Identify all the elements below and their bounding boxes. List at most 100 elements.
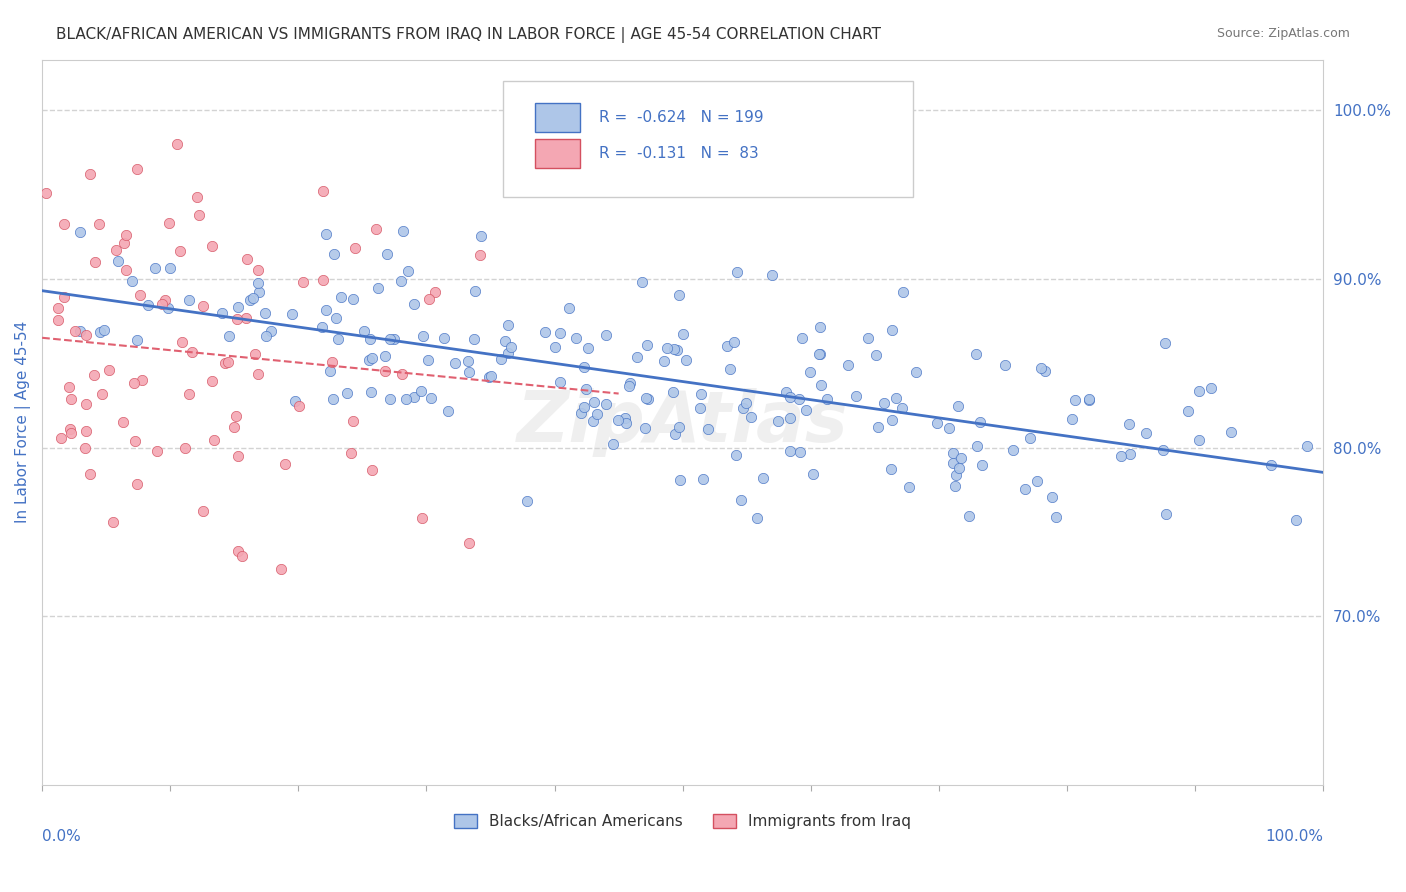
Point [463, 332, 485, 346]
Point [112, 236, 135, 251]
Point [360, 384, 382, 399]
FancyBboxPatch shape [536, 103, 581, 132]
Point [789, 445, 811, 459]
Point [1062, 412, 1084, 426]
Point [1260, 458, 1282, 472]
Point [478, 369, 501, 384]
Point [419, 392, 441, 406]
Point [423, 285, 446, 299]
Point [614, 416, 637, 430]
Point [557, 301, 579, 316]
Point [619, 378, 641, 392]
Point [411, 510, 433, 524]
Point [69, 225, 91, 239]
Point [35, 186, 58, 200]
Point [360, 351, 382, 365]
Point [83, 368, 105, 383]
Point [779, 411, 801, 425]
Point [957, 509, 980, 524]
Point [613, 411, 636, 425]
Point [270, 562, 292, 576]
Point [458, 536, 481, 550]
Point [359, 353, 381, 368]
Point [470, 229, 492, 244]
Point [312, 184, 335, 198]
Point [1064, 392, 1087, 407]
Point [342, 292, 364, 306]
Point [247, 276, 270, 290]
Point [186, 190, 208, 204]
Point [156, 301, 179, 315]
Point [254, 328, 277, 343]
Point [382, 332, 405, 346]
Point [380, 392, 402, 406]
Point [575, 383, 598, 397]
Point [174, 441, 197, 455]
Point [637, 392, 659, 407]
Point [464, 284, 486, 298]
Point [75, 424, 97, 438]
Point [1220, 425, 1243, 439]
Point [740, 409, 762, 424]
Point [225, 409, 247, 423]
Point [111, 415, 134, 429]
Point [602, 437, 624, 451]
Point [1188, 434, 1211, 448]
Point [391, 224, 413, 238]
Point [418, 292, 440, 306]
Point [364, 222, 387, 236]
Point [253, 306, 276, 320]
Point [129, 288, 152, 302]
Point [595, 397, 617, 411]
Point [897, 480, 920, 494]
Point [245, 347, 267, 361]
Point [1135, 425, 1157, 440]
Point [89, 217, 111, 231]
Point [735, 396, 758, 410]
Point [231, 549, 253, 563]
Point [457, 354, 479, 368]
Point [796, 403, 818, 417]
Point [79, 467, 101, 481]
Point [89, 325, 111, 339]
Point [880, 412, 903, 426]
Point [544, 340, 567, 354]
Point [927, 416, 949, 430]
Point [496, 318, 519, 332]
Text: R =  -0.624   N = 199: R = -0.624 N = 199 [599, 110, 763, 125]
Text: R =  -0.131   N =  83: R = -0.131 N = 83 [599, 146, 759, 161]
Point [1019, 431, 1042, 445]
Point [1152, 442, 1174, 457]
Point [418, 353, 440, 368]
Point [107, 254, 129, 268]
Point [675, 353, 697, 368]
Point [444, 356, 467, 370]
Point [225, 311, 247, 326]
Point [179, 387, 201, 401]
Point [1014, 482, 1036, 496]
Point [315, 302, 337, 317]
Point [292, 275, 315, 289]
Point [247, 367, 270, 381]
Point [994, 359, 1017, 373]
Point [470, 248, 492, 262]
Point [479, 369, 502, 384]
Point [437, 404, 460, 418]
Point [238, 293, 260, 308]
Point [586, 407, 609, 421]
Point [235, 310, 257, 325]
Point [191, 299, 214, 313]
Point [718, 361, 741, 376]
Point [730, 492, 752, 507]
Point [114, 263, 136, 277]
Point [242, 291, 264, 305]
Point [311, 320, 333, 334]
Text: BLACK/AFRICAN AMERICAN VS IMMIGRANTS FROM IRAQ IN LABOR FORCE | AGE 45-54 CORREL: BLACK/AFRICAN AMERICAN VS IMMIGRANTS FRO… [56, 27, 882, 43]
Point [391, 367, 413, 381]
Point [572, 400, 595, 414]
Point [374, 364, 396, 378]
Point [1119, 447, 1142, 461]
Point [873, 396, 896, 410]
Point [458, 365, 481, 379]
Point [53, 290, 76, 304]
